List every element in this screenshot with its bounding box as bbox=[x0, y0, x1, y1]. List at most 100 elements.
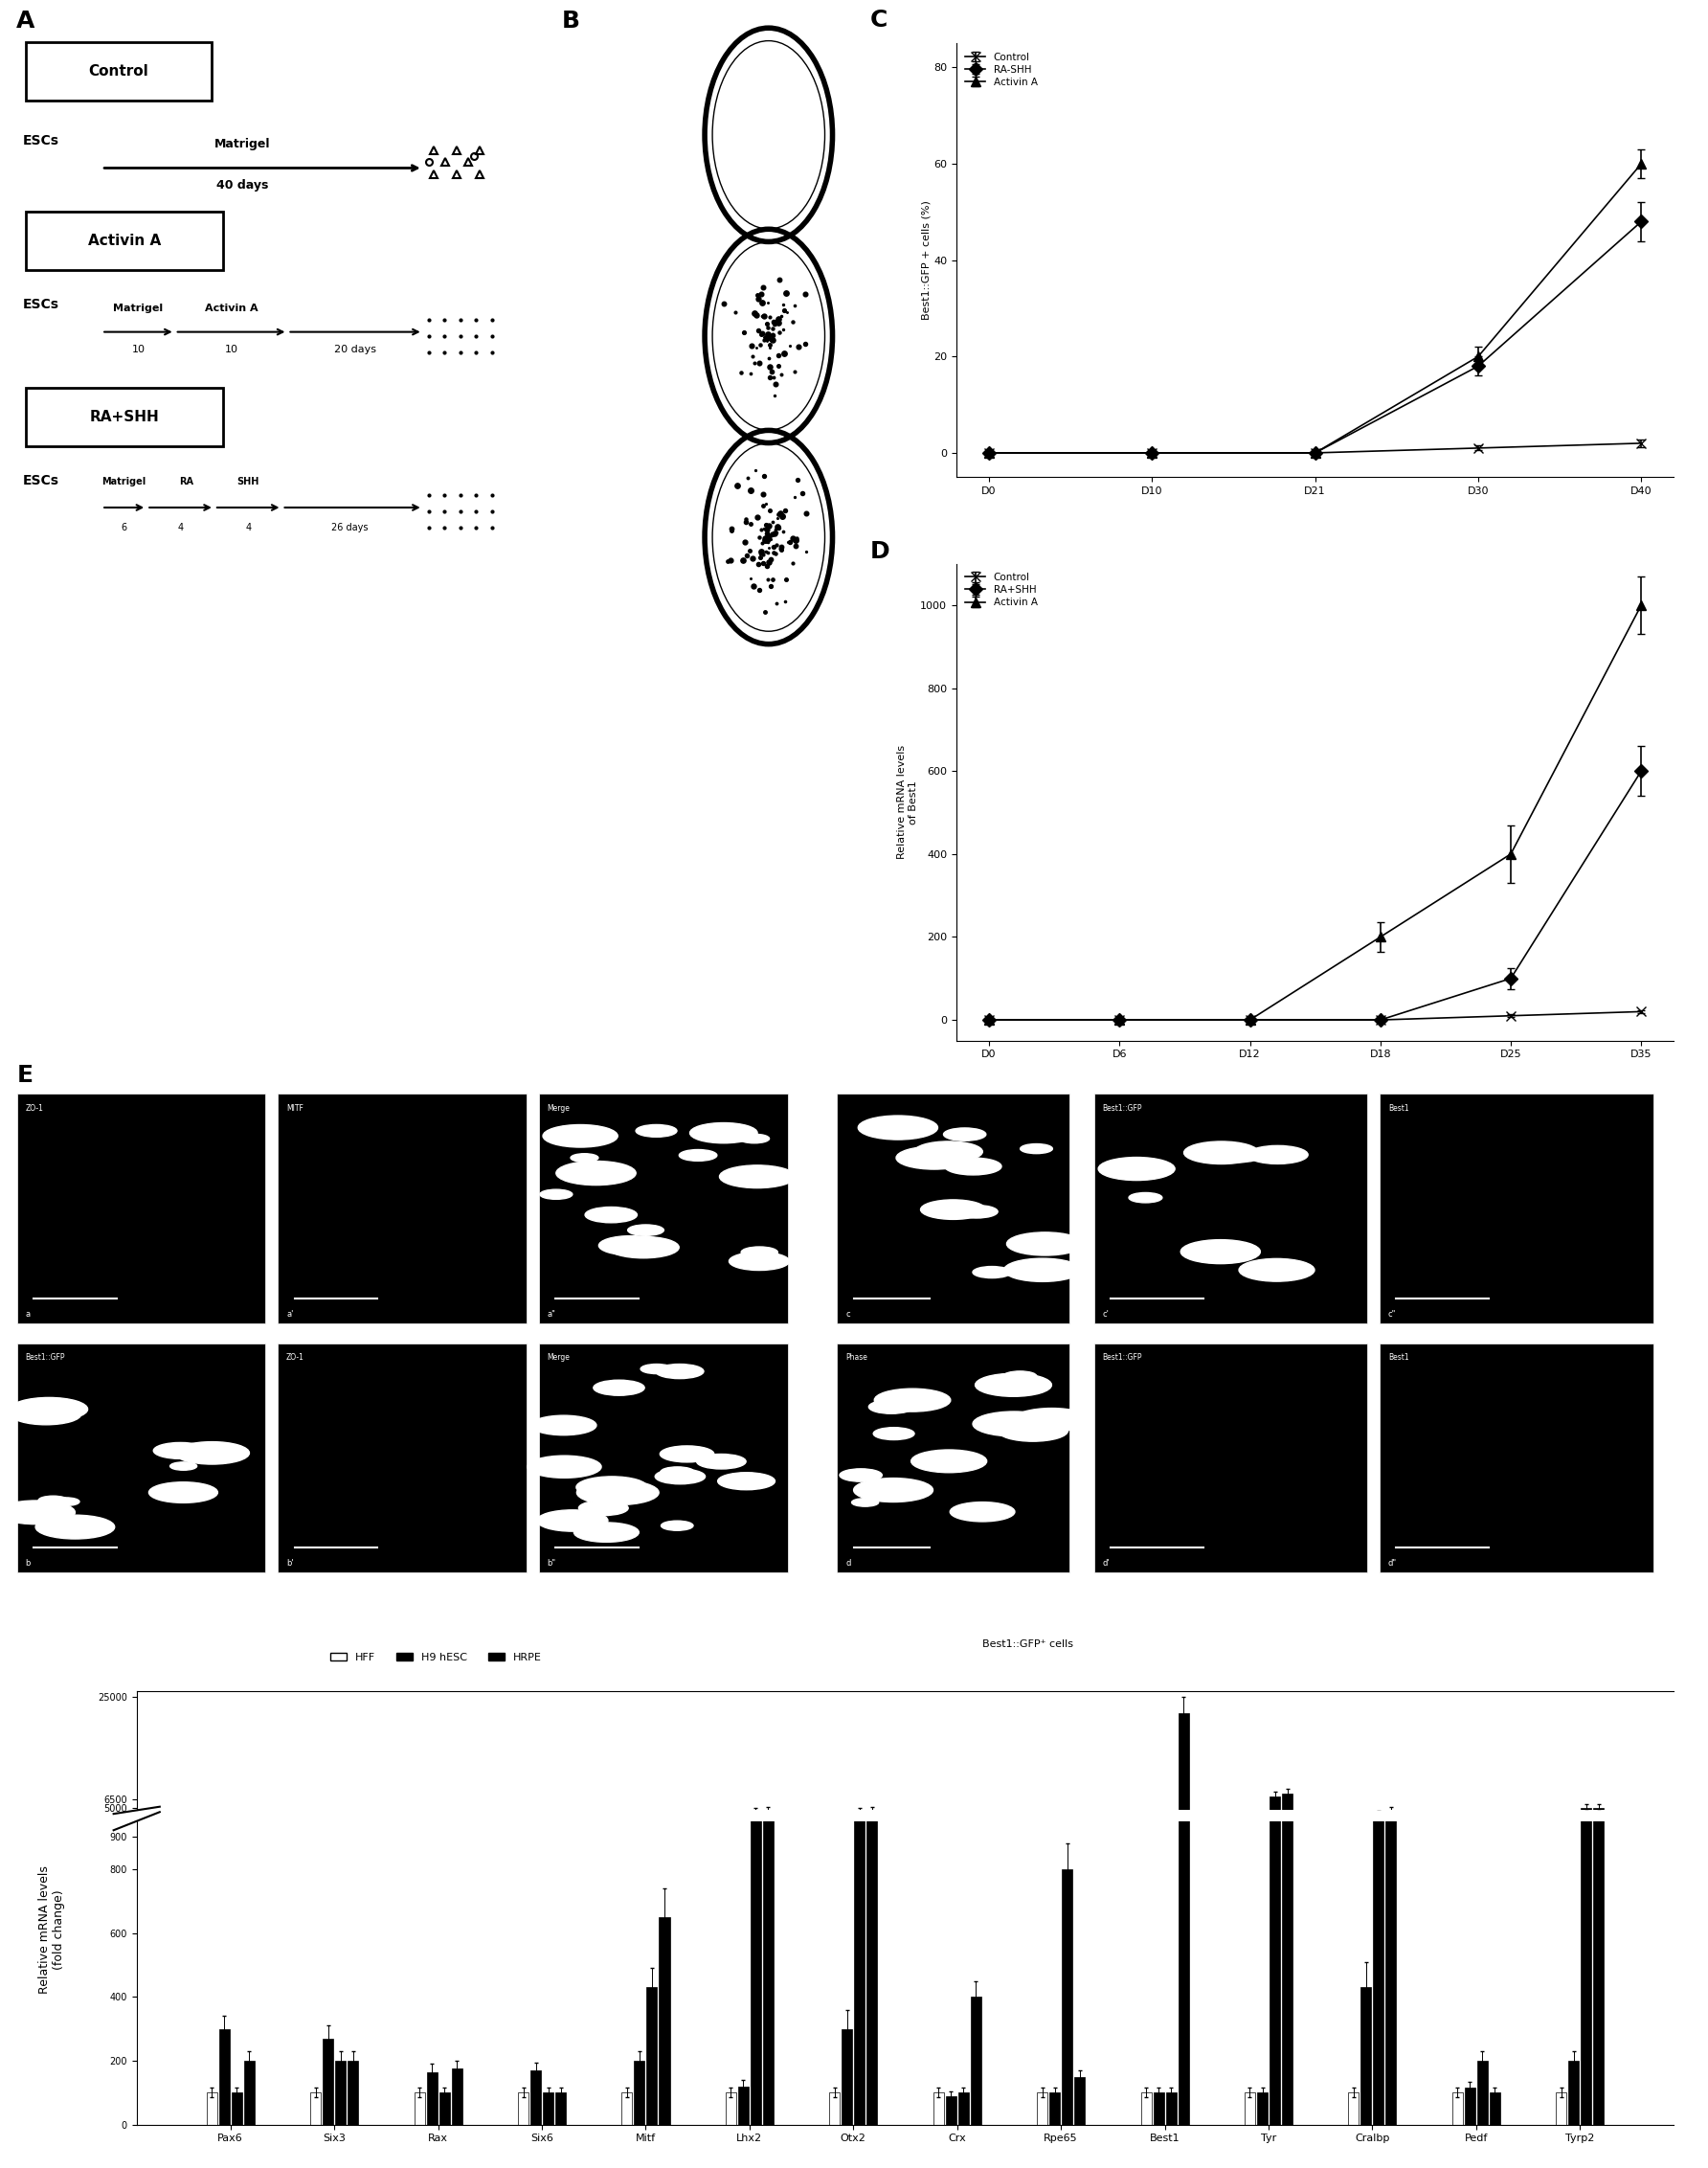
Text: d': d' bbox=[1102, 1559, 1110, 1567]
Circle shape bbox=[635, 1125, 676, 1136]
Circle shape bbox=[921, 1199, 986, 1218]
Bar bbox=[1179, 0, 1189, 2125]
Circle shape bbox=[659, 1446, 714, 1461]
Circle shape bbox=[1020, 1145, 1052, 1153]
Legend: Control, RA-SHH, Activin A: Control, RA-SHH, Activin A bbox=[962, 48, 1042, 91]
Text: Best1::GFP⁺ cells: Best1::GFP⁺ cells bbox=[982, 1639, 1073, 1650]
Circle shape bbox=[680, 1149, 717, 1162]
Bar bbox=[763, 687, 774, 2125]
Text: ESCs: ESCs bbox=[22, 297, 60, 312]
Bar bbox=[278, 1095, 526, 1322]
Circle shape bbox=[1098, 1158, 1175, 1179]
Bar bbox=[1477, 2062, 1488, 2125]
Bar bbox=[837, 1344, 1069, 1572]
Text: c: c bbox=[845, 1309, 851, 1318]
Circle shape bbox=[852, 1498, 878, 1507]
Bar bbox=[1062, 1830, 1073, 1836]
Bar bbox=[1165, 2092, 1177, 2125]
Circle shape bbox=[574, 1522, 639, 1541]
Legend: HFF, H9 hESC, HRPE: HFF, H9 hESC, HRPE bbox=[326, 1648, 545, 1667]
Y-axis label: Best1::GFP + cells (%): Best1::GFP + cells (%) bbox=[921, 199, 931, 321]
Circle shape bbox=[661, 1468, 695, 1476]
Bar bbox=[970, 1832, 980, 1836]
Legend: Control, RA+SHH, Activin A: Control, RA+SHH, Activin A bbox=[962, 568, 1042, 611]
Text: Phase: Phase bbox=[845, 1353, 868, 1362]
Circle shape bbox=[600, 1236, 663, 1255]
Bar bbox=[866, 687, 878, 2125]
Text: Activin A: Activin A bbox=[205, 304, 258, 314]
Circle shape bbox=[945, 1158, 1001, 1175]
Bar bbox=[647, 1988, 658, 2125]
Circle shape bbox=[53, 1498, 80, 1507]
Text: Activin A: Activin A bbox=[87, 234, 161, 249]
Circle shape bbox=[608, 1236, 680, 1257]
Bar bbox=[1283, 0, 1293, 2125]
Text: RA+SHH: RA+SHH bbox=[89, 410, 159, 425]
FancyBboxPatch shape bbox=[26, 41, 212, 100]
Bar bbox=[335, 2062, 345, 2125]
Circle shape bbox=[577, 1481, 659, 1505]
Circle shape bbox=[557, 1162, 635, 1186]
Bar bbox=[1153, 2092, 1163, 2125]
Circle shape bbox=[740, 1134, 769, 1143]
Bar bbox=[244, 2062, 254, 2125]
Text: Matrigel: Matrigel bbox=[113, 304, 164, 314]
Bar bbox=[958, 2092, 968, 2125]
Text: Best1::GFP: Best1::GFP bbox=[1102, 1104, 1143, 1112]
Bar bbox=[451, 2068, 463, 2125]
Circle shape bbox=[854, 1479, 933, 1502]
Bar bbox=[17, 1095, 265, 1322]
Circle shape bbox=[690, 1123, 757, 1143]
Circle shape bbox=[656, 1470, 705, 1485]
Text: b: b bbox=[26, 1559, 31, 1567]
Bar bbox=[219, 2029, 229, 2125]
Circle shape bbox=[531, 1416, 596, 1435]
Text: E: E bbox=[17, 1064, 34, 1086]
Circle shape bbox=[1180, 1240, 1261, 1264]
Bar bbox=[207, 2092, 217, 2125]
Bar bbox=[946, 2096, 956, 2125]
Text: Matrigel: Matrigel bbox=[215, 139, 270, 150]
Y-axis label: Relative mRNA levels
of Best1: Relative mRNA levels of Best1 bbox=[897, 746, 917, 859]
Circle shape bbox=[717, 1472, 775, 1489]
Bar bbox=[518, 2092, 528, 2125]
Bar bbox=[1141, 2092, 1151, 2125]
Bar bbox=[763, 1810, 774, 1836]
Text: MITF: MITF bbox=[287, 1104, 304, 1112]
Bar bbox=[1582, 1808, 1592, 1836]
Bar bbox=[348, 2062, 359, 2125]
Bar bbox=[1095, 1095, 1368, 1322]
Text: Relative mRNA levels
(fold change): Relative mRNA levels (fold change) bbox=[38, 1864, 65, 1995]
Bar bbox=[933, 2092, 945, 2125]
Bar bbox=[1257, 2092, 1267, 2125]
Circle shape bbox=[586, 1208, 637, 1223]
Text: d": d" bbox=[1389, 1559, 1397, 1567]
Bar bbox=[659, 1832, 670, 1836]
Circle shape bbox=[1129, 1192, 1161, 1203]
Circle shape bbox=[629, 1225, 664, 1236]
Bar bbox=[866, 1810, 878, 1836]
Text: ESCs: ESCs bbox=[22, 473, 60, 488]
Bar bbox=[1361, 1988, 1372, 2125]
Circle shape bbox=[719, 1164, 794, 1188]
Circle shape bbox=[974, 1411, 1056, 1437]
Text: 20 days: 20 days bbox=[335, 345, 376, 353]
Text: C: C bbox=[871, 9, 888, 33]
Bar bbox=[413, 2092, 425, 2125]
Bar bbox=[323, 2038, 333, 2125]
Bar bbox=[750, 687, 762, 2125]
Bar bbox=[1269, 0, 1279, 2125]
Bar bbox=[830, 2092, 840, 2125]
Circle shape bbox=[579, 1500, 629, 1515]
Text: 10: 10 bbox=[224, 345, 237, 353]
Bar bbox=[970, 1997, 980, 2125]
Circle shape bbox=[729, 1253, 789, 1270]
Text: a: a bbox=[26, 1309, 31, 1318]
Circle shape bbox=[972, 1266, 1011, 1277]
Text: a": a" bbox=[547, 1309, 555, 1318]
Circle shape bbox=[540, 1190, 572, 1199]
Circle shape bbox=[914, 1140, 982, 1162]
Bar bbox=[1283, 1793, 1293, 1836]
Bar bbox=[1380, 1344, 1653, 1572]
Text: ESCs: ESCs bbox=[22, 134, 60, 147]
